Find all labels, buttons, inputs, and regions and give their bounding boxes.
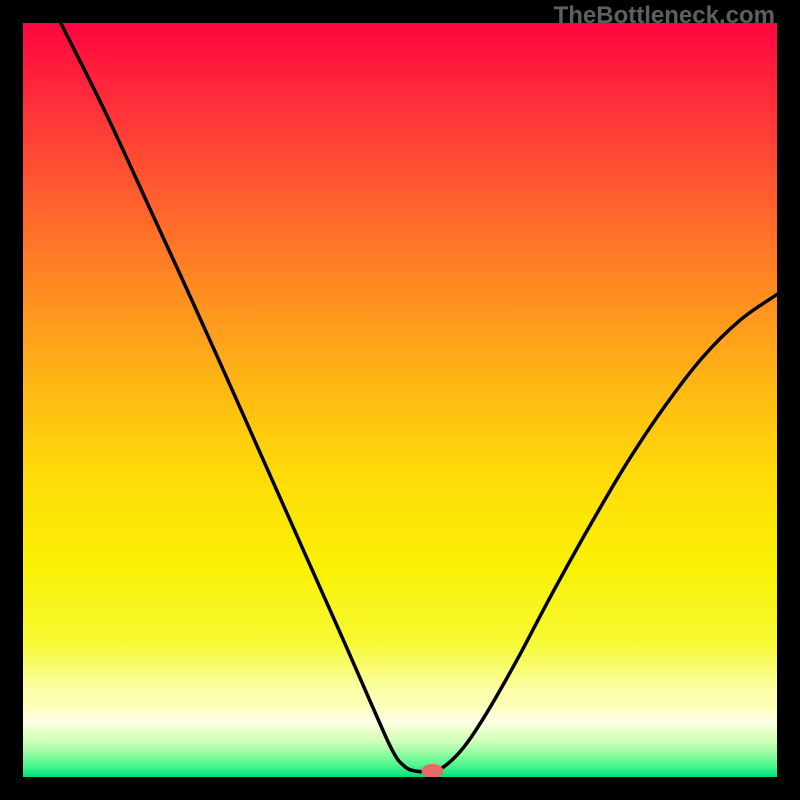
bottleneck-chart: [23, 23, 777, 777]
gradient-background: [23, 23, 777, 777]
watermark-text: TheBottleneck.com: [554, 2, 775, 30]
chart-stage: TheBottleneck.com: [0, 0, 800, 800]
